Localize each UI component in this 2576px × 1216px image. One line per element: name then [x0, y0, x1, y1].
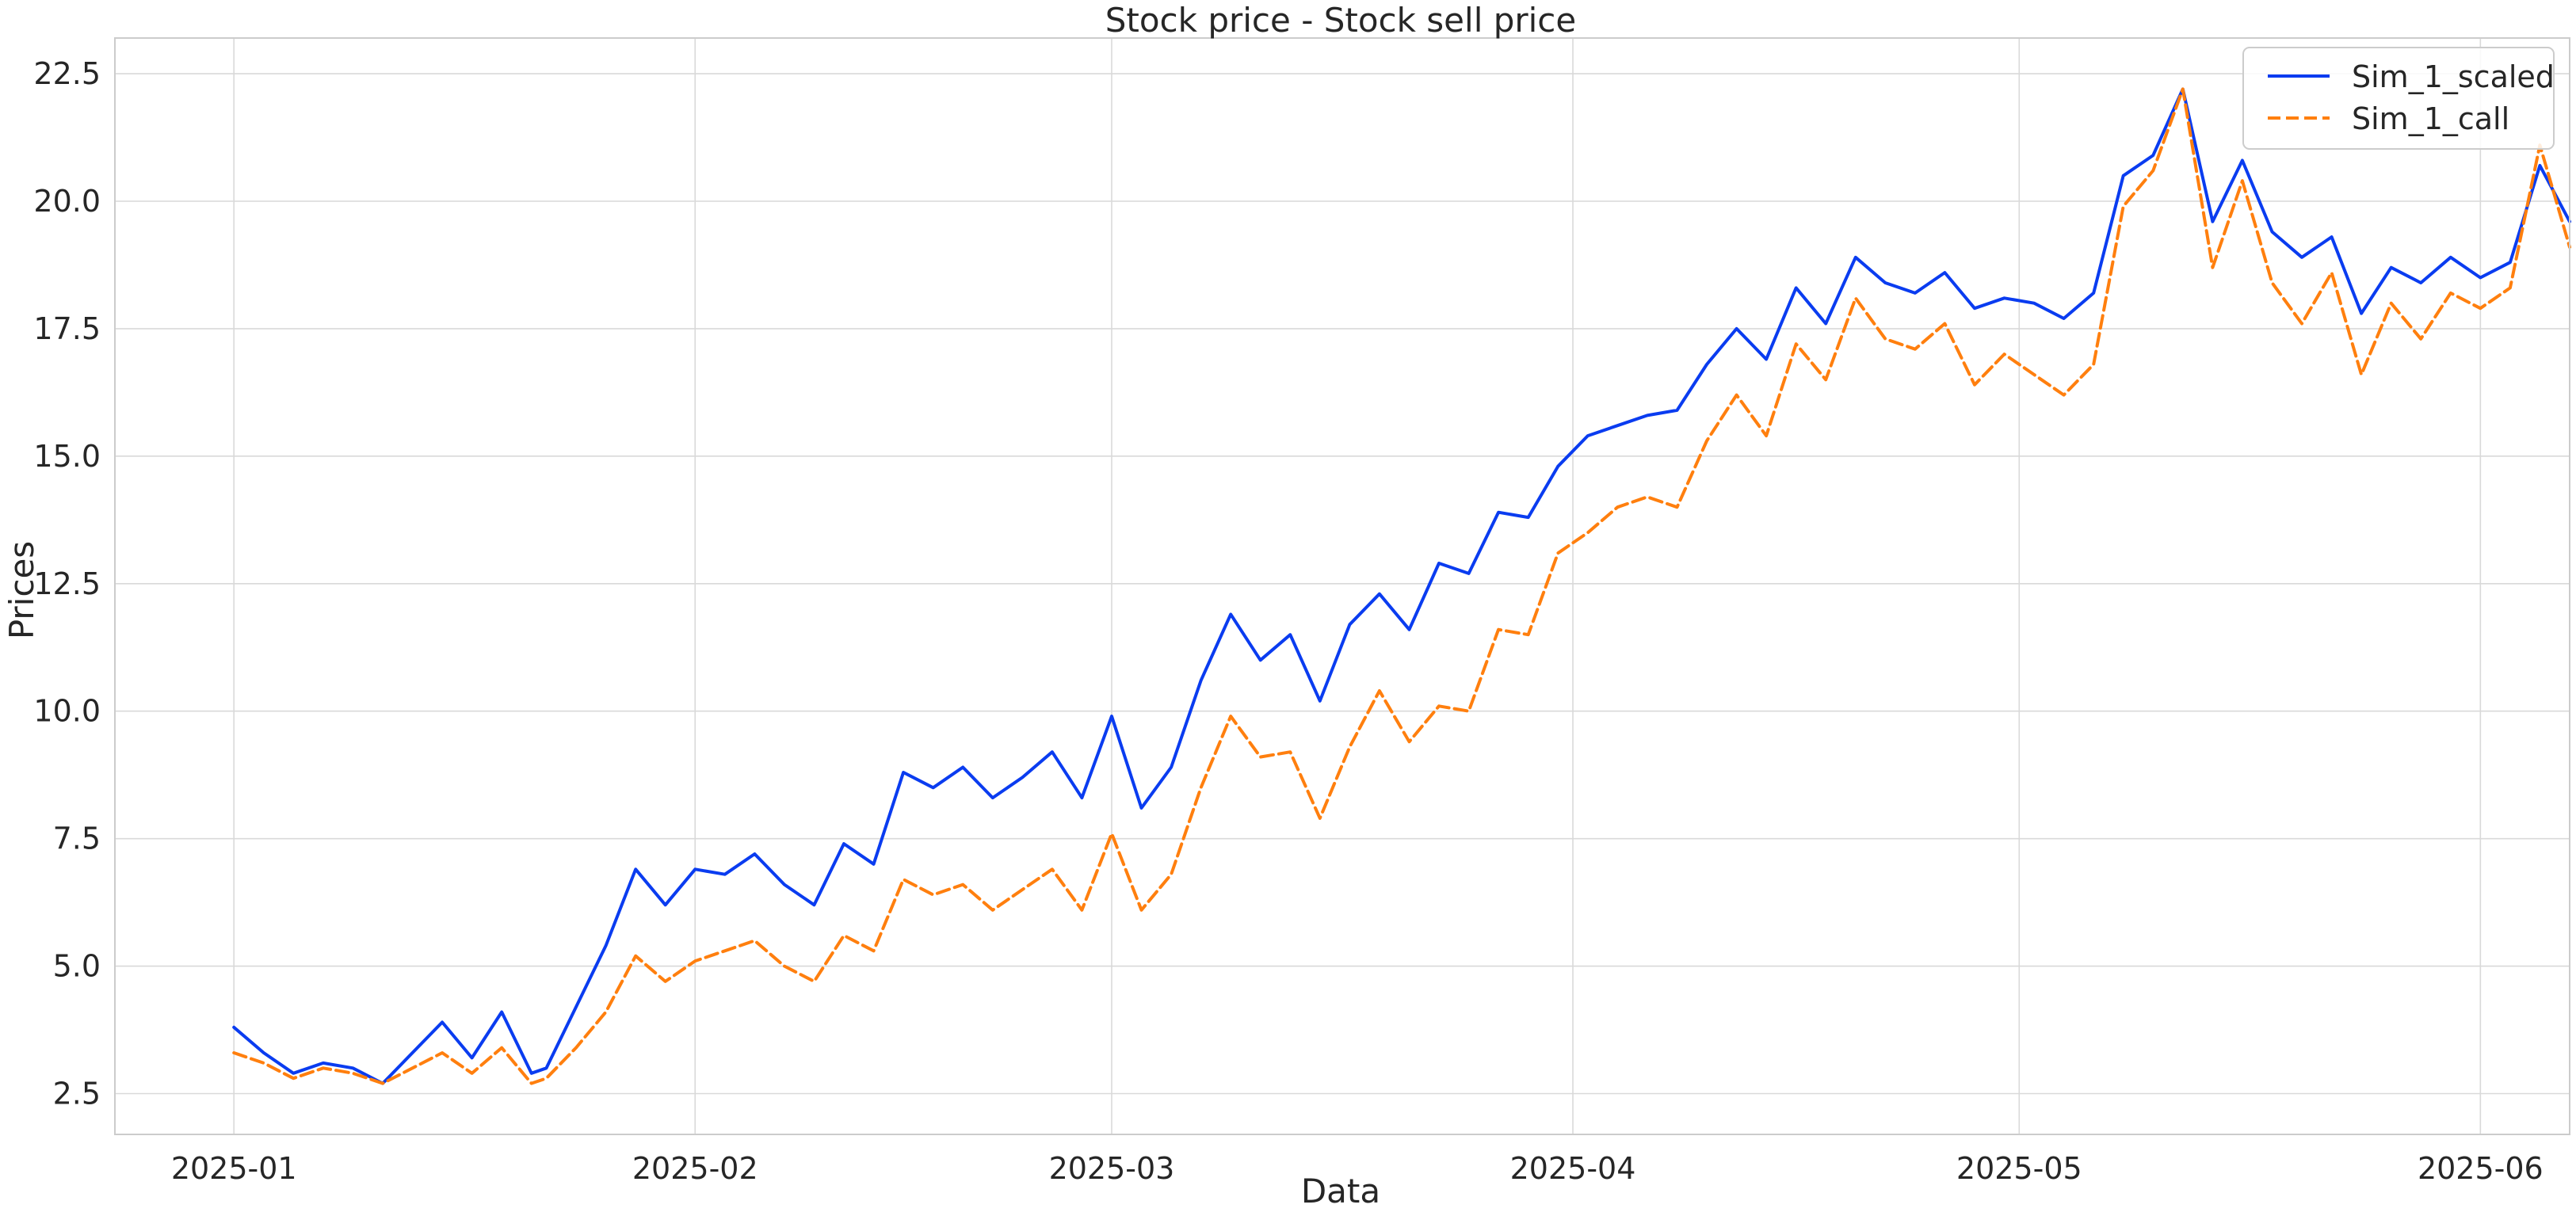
legend-label-sim-1-scaled: Sim_1_scaled	[2352, 59, 2555, 94]
y-axis-label: Prices	[2, 541, 41, 639]
y-tick-label: 7.5	[53, 821, 101, 856]
x-tick-label: 2025-02	[632, 1151, 758, 1186]
series-line-sim-1-call	[232, 87, 2571, 1085]
y-tick-label: 15.0	[33, 439, 101, 474]
y-tick-label: 17.5	[33, 311, 101, 346]
y-tick-label: 22.5	[33, 56, 101, 91]
y-tick-label: 2.5	[53, 1077, 101, 1111]
plot-frame	[114, 37, 2570, 1135]
y-tick-label: 12.5	[33, 566, 101, 601]
y-tick-label: 5.0	[53, 949, 101, 984]
x-tick-label: 2025-03	[1049, 1151, 1175, 1186]
x-tick-label: 2025-06	[2418, 1151, 2544, 1186]
x-axis-label: Data	[1301, 1172, 1380, 1210]
x-tick-label: 2025-05	[1956, 1151, 2082, 1186]
chart-title: Stock price - Stock sell price	[1105, 1, 1577, 40]
y-tick-label: 10.0	[33, 694, 101, 729]
y-tick-label: 20.0	[33, 184, 101, 219]
x-tick-label: 2025-04	[1510, 1151, 1636, 1186]
legend: Sim_1_scaled Sim_1_call	[2242, 47, 2555, 150]
legend-label-sim-1-call: Sim_1_call	[2352, 101, 2509, 136]
x-tick-label: 2025-01	[171, 1151, 297, 1186]
